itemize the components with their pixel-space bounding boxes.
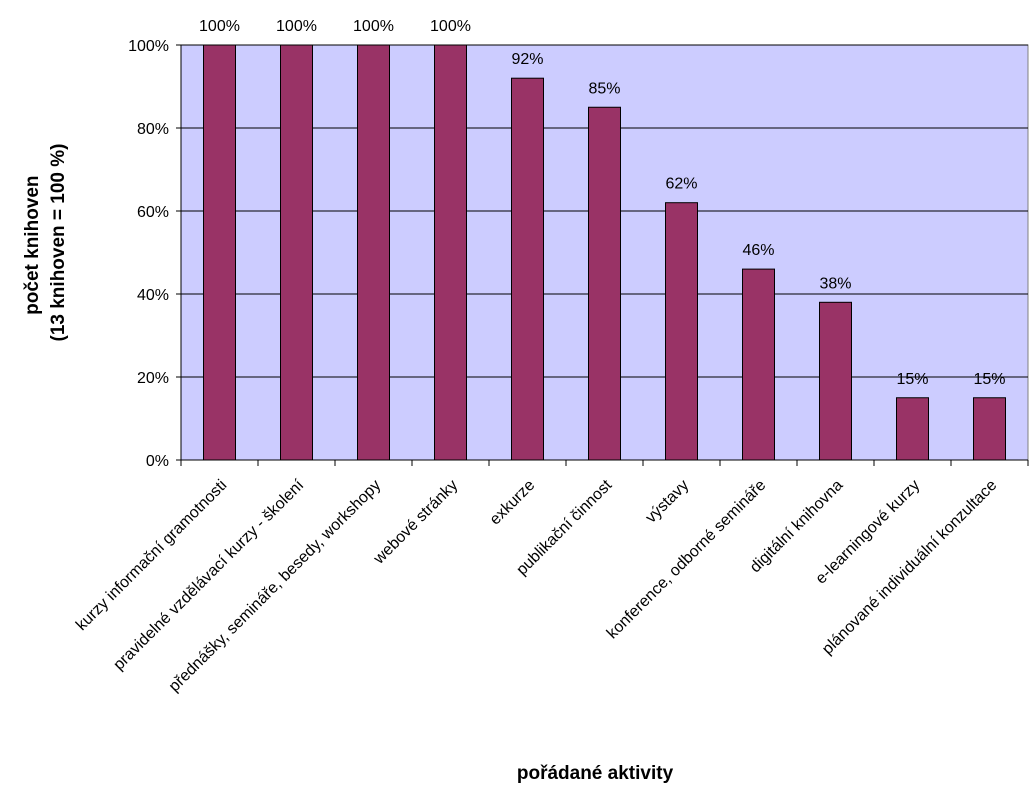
data-label: 100%	[353, 18, 394, 35]
x-tick-label: exkurze	[487, 477, 539, 529]
bar	[896, 397, 929, 461]
y-axis-title-line-2: (13 knihoven = 100 %)	[48, 144, 69, 342]
data-label: 100%	[199, 18, 240, 35]
bar	[280, 44, 313, 461]
x-tick-label: konference, odborné semináře	[604, 477, 770, 643]
data-label: 15%	[973, 371, 1005, 388]
data-label: 100%	[430, 18, 471, 35]
y-tick-label: 100%	[128, 38, 169, 55]
x-axis-title: pořádané aktivity	[517, 763, 674, 784]
data-label: 15%	[896, 371, 928, 388]
bar	[742, 268, 775, 461]
y-tick-label: 80%	[137, 121, 169, 138]
bar	[588, 106, 621, 461]
data-label: 92%	[511, 51, 543, 68]
x-tick-label: plánované individuální konzultace	[819, 477, 1000, 658]
data-label: 38%	[819, 275, 851, 292]
y-tick-label: 0%	[146, 453, 169, 470]
x-tick-label: kurzy informační gramotnosti	[73, 477, 230, 634]
data-label: 100%	[276, 18, 317, 35]
x-tick-label: webové stránky	[370, 477, 461, 568]
data-label: 46%	[742, 242, 774, 259]
data-labels: 100% 100% 100% 100% 92% 85% 62% 46% 38% 15% 15%	[199, 18, 1005, 388]
y-tick-label: 40%	[137, 287, 169, 304]
y-axis-title-line-1: počet knihoven	[22, 175, 43, 314]
bar	[511, 77, 544, 461]
bar	[973, 397, 1006, 461]
bar	[203, 44, 236, 461]
bar	[819, 301, 852, 461]
bar	[357, 44, 390, 461]
bar	[434, 44, 467, 461]
data-label: 62%	[665, 176, 697, 193]
bar	[665, 202, 698, 461]
axes	[176, 44, 1029, 466]
data-label: 85%	[588, 80, 620, 97]
y-tick-label: 20%	[137, 370, 169, 387]
x-tick-label: výstavy	[643, 477, 693, 527]
y-axis-title: počet knihoven (13 knihoven = 100 %)	[22, 144, 69, 342]
y-tick-labels: 0% 20% 40% 60% 80% 100%	[128, 38, 169, 470]
y-tick-label: 60%	[137, 204, 169, 221]
bars	[203, 44, 1006, 461]
